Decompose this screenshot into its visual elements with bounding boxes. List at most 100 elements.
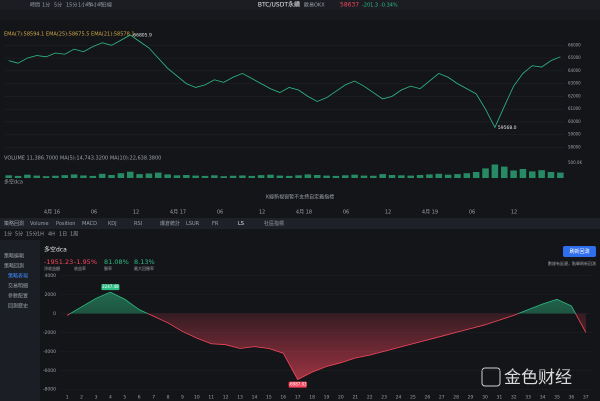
- volume-bar: [491, 164, 499, 178]
- tab[interactable]: Volume: [30, 221, 49, 227]
- refresh-button[interactable]: [563, 246, 596, 257]
- sidebar-item[interactable]: 參數配置: [8, 293, 28, 300]
- stat-label: 勝率: [104, 265, 112, 271]
- sidebar-item[interactable]: 策略編輯: [4, 253, 24, 260]
- tab[interactable]: LSUR: [186, 221, 200, 227]
- label-box: [288, 381, 307, 388]
- volume-bar: [52, 175, 59, 178]
- change-pct: -0.34%: [380, 3, 398, 9]
- y-tick-label: 2000: [45, 292, 57, 298]
- volume-bar: [342, 175, 349, 178]
- tab[interactable]: KDJ: [108, 221, 117, 227]
- change: -201.3: [362, 3, 378, 9]
- interval[interactable]: 15分: [66, 2, 77, 9]
- volume-bar: [379, 174, 386, 178]
- x-tick-label: 4: [109, 395, 112, 401]
- volume-bar: [444, 174, 452, 178]
- x-tick-label: 6: [138, 395, 141, 401]
- x-tick-label: 1: [66, 395, 69, 401]
- y-tick-label: -4000: [43, 349, 56, 355]
- interval[interactable]: 1小時: [78, 2, 91, 9]
- volume-bar: [33, 175, 40, 178]
- time-label: 06: [469, 210, 475, 216]
- y-tick-label: 60000: [568, 119, 581, 124]
- volume-bar: [126, 171, 134, 178]
- x-tick-label: 5: [123, 395, 126, 401]
- notice: K線新視窗暫不支持自定義指標: [266, 194, 334, 201]
- sidebar-item[interactable]: 策略表現: [8, 273, 28, 280]
- x-tick-label: 29: [468, 395, 474, 401]
- tab[interactable]: Position: [56, 221, 75, 227]
- x-tick-label: 33: [525, 395, 531, 401]
- y-tick-label: 61000: [568, 106, 581, 111]
- volume-bar: [557, 172, 564, 178]
- volume-bar: [370, 175, 377, 178]
- x-tick-label: 8: [167, 395, 170, 401]
- x-tick-label: 26: [424, 395, 430, 401]
- stat-value: -1.95%: [74, 258, 97, 266]
- y-tick-label: 0: [53, 311, 56, 317]
- ema-legend: EMA(7):58594.1 EMA(25):58675.5 EMA(21):5…: [4, 32, 135, 38]
- sidebar-item[interactable]: 策略回測: [4, 263, 24, 270]
- volume-bar: [24, 174, 31, 178]
- x-tick-label: 34: [540, 395, 546, 401]
- volume-legend: VOLUME 11,386.7000 MA(5):14,743.3200 MA(…: [4, 156, 161, 162]
- interval[interactable]: 時間: [30, 3, 40, 9]
- period[interactable]: 15分: [26, 231, 37, 238]
- stat-label: 最大回撤率: [134, 265, 154, 271]
- tab[interactable]: LS: [238, 221, 244, 227]
- interval[interactable]: 5分: [54, 2, 62, 9]
- period[interactable]: 5分: [15, 231, 23, 238]
- tab[interactable]: 策略回測: [4, 220, 24, 227]
- volume-bar: [14, 175, 22, 178]
- volume-bar: [416, 175, 424, 178]
- tab[interactable]: 社區指標: [264, 220, 284, 227]
- time-label: 4月 18: [296, 210, 312, 216]
- tab[interactable]: MACD: [82, 221, 97, 227]
- tool-bar: [0, 10, 600, 20]
- volume-bar: [454, 174, 461, 178]
- strategy-legend: 多空dca: [4, 179, 23, 186]
- volume-bar: [136, 174, 143, 178]
- volume-bar: [5, 175, 12, 178]
- volume-bar: [42, 176, 50, 178]
- x-tick-label: 27: [439, 395, 445, 401]
- tab[interactable]: RSI: [134, 221, 142, 227]
- volume-bar: [183, 175, 190, 178]
- volume-bar: [211, 175, 218, 178]
- y-tick-label: 65000: [568, 55, 581, 60]
- y-tick-label: -8000: [43, 387, 56, 393]
- x-tick-label: 25: [410, 395, 416, 401]
- period[interactable]: 1分: [4, 231, 12, 238]
- x-tick-label: 13: [237, 395, 243, 401]
- sidebar-item[interactable]: 回測歷史: [8, 303, 28, 310]
- period[interactable]: 1日: [59, 232, 67, 238]
- tab[interactable]: 爆倉統計: [160, 220, 180, 227]
- y-tick-label: 58000: [568, 144, 581, 149]
- volume-bar: [220, 176, 227, 178]
- sidebar-item[interactable]: 交易明細: [8, 283, 28, 290]
- y-tick-label: 66000: [568, 42, 581, 47]
- volume-bar: [463, 173, 471, 178]
- stat-label: 淨收益額: [44, 265, 60, 271]
- price-line: [8, 34, 561, 129]
- volume-bar: [257, 175, 265, 178]
- volume-bar: [332, 175, 340, 178]
- period[interactable]: 1H: [37, 232, 44, 238]
- note: 數據有延遲，點擊刷新回測: [548, 260, 596, 266]
- volume-bar: [98, 173, 106, 178]
- watermark: 金色财经: [504, 368, 572, 388]
- interval[interactable]: 4小時: [90, 2, 103, 9]
- watermark-logo: [481, 367, 501, 387]
- volume-bar: [285, 175, 293, 178]
- interval[interactable]: 1分: [42, 2, 50, 9]
- tab[interactable]: FR: [212, 221, 219, 227]
- period[interactable]: 4H: [48, 232, 55, 238]
- stat-value: -1951.23: [44, 258, 73, 266]
- period[interactable]: 1周: [70, 232, 78, 238]
- interval[interactable]: 日線: [102, 2, 112, 9]
- x-tick-label: 35: [554, 395, 560, 401]
- refresh-label[interactable]: 刷新回測: [569, 248, 589, 255]
